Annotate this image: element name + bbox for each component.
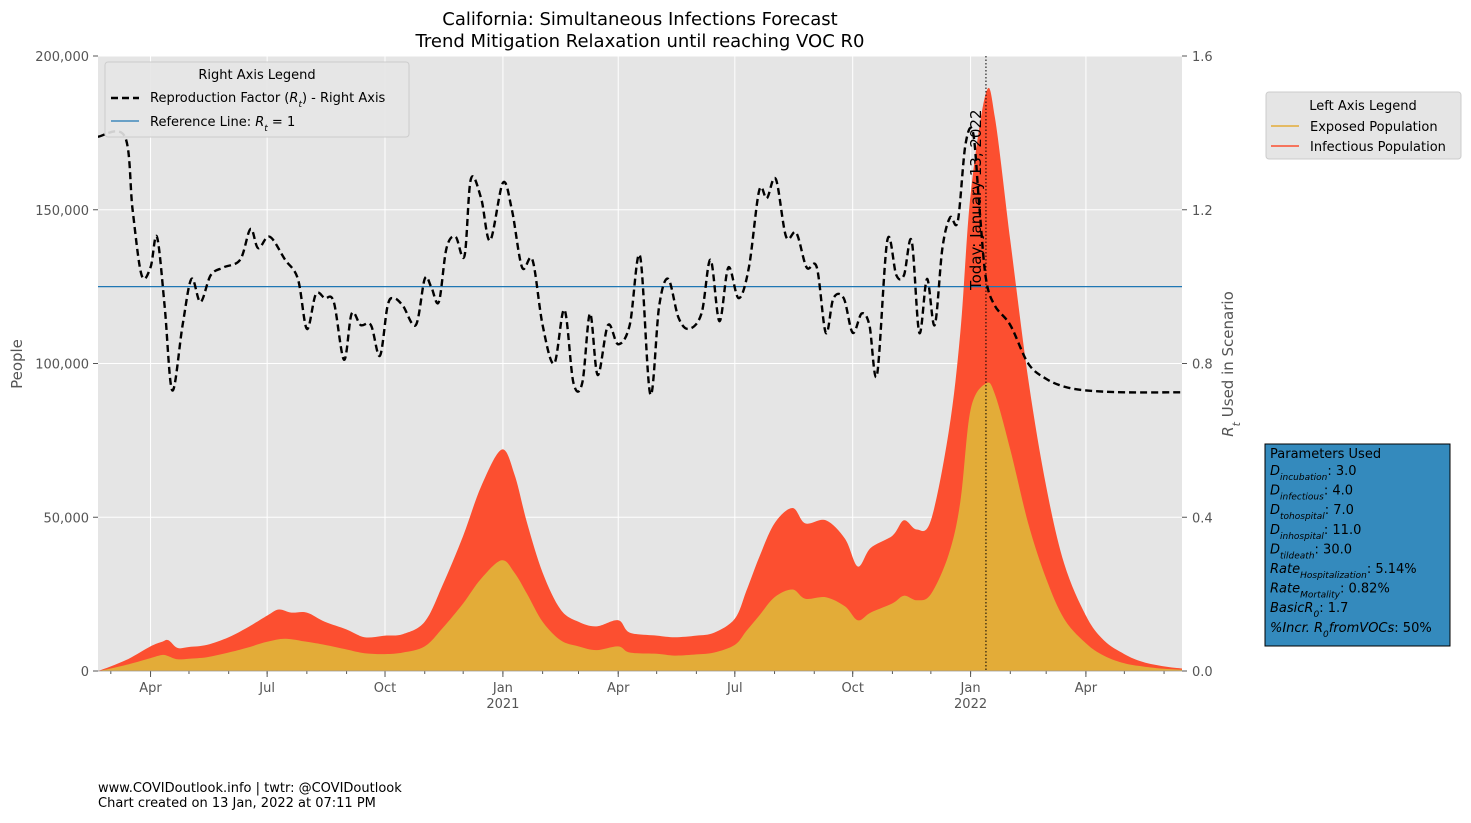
rt-lines: Today: January 13, 2022 [97, 56, 1183, 671]
rt-line [97, 126, 1183, 396]
parameter-item: Dinfectious: 4.0 [1270, 484, 1353, 503]
parameter-item: RateMortality: 0.82% [1270, 582, 1390, 601]
x-tick-label: Oct [841, 681, 863, 696]
x-tick-label: Apr [1075, 681, 1098, 696]
y-tick-label: 50,000 [44, 511, 90, 526]
y2-tick-label: 0.4 [1192, 511, 1213, 526]
x-tick-year: 2021 [486, 697, 519, 712]
parameter-item: %Incr. R0fromVOCs: 50% [1270, 621, 1432, 640]
x-tick-year: 2022 [954, 697, 987, 712]
legend-exposed-label: Exposed Population [1310, 120, 1438, 135]
left-axis-legend-title: Left Axis Legend [1309, 99, 1416, 114]
infectious-area [98, 87, 1182, 672]
y2-axis-label: Rt Used in Scenario [1219, 291, 1243, 437]
legends: Right Axis Legend Reproduction Factor (Rt… [104, 61, 1462, 160]
y-axis-label: People [8, 339, 26, 389]
y2-tick-label: 1.6 [1192, 50, 1213, 65]
y2-tick-label: 0.8 [1192, 358, 1213, 373]
x-tick-label: Jul [726, 681, 743, 696]
y2-tick-label: 1.2 [1192, 204, 1213, 219]
legend-infectious-label: Infectious Population [1310, 140, 1446, 155]
parameter-item: RateHospitalization: 5.14% [1270, 562, 1417, 581]
axes: 0 50,000 100,000 150,000 200,000 0.0 0.4 0.8 1.2… [35, 50, 1212, 712]
x-tick-label: Jul [258, 681, 275, 696]
legend-ref-label: Reference Line: Rt = 1 [150, 115, 295, 134]
right-axis-legend-title: Right Axis Legend [198, 68, 315, 83]
y-tick-label: 150,000 [35, 204, 89, 219]
parameter-item: Dtohospital: 7.0 [1270, 503, 1354, 522]
y2-axis-label-text: Rt Used in Scenario [1219, 291, 1243, 437]
parameters-title: Parameters Used [1270, 447, 1381, 462]
y-tick-label: 0 [81, 665, 89, 680]
parameters-box-bg [1264, 443, 1451, 647]
x-tick-label: Jan [492, 681, 513, 696]
footer: www.COVIDoutlook.info | twtr: @COVIDoutl… [98, 781, 402, 811]
y-tick-label: 200,000 [35, 50, 89, 65]
exposed-area [98, 382, 1182, 671]
legend-rt-label: Reproduction Factor (Rt) - Right Axis [150, 91, 386, 110]
today-label: Today: January 13, 2022 [967, 109, 985, 291]
y-tick-label: 100,000 [35, 358, 89, 373]
grid-lines [98, 55, 1182, 672]
footer-website: www.COVIDoutlook.info | twtr: @COVIDoutl… [98, 781, 402, 796]
x-tick-label: Oct [374, 681, 396, 696]
parameter-item: Dincubation: 3.0 [1270, 464, 1357, 483]
x-tick-label: Apr [607, 681, 630, 696]
x-tick-label: Apr [139, 681, 162, 696]
parameters-box: Parameters Used Dincubation: 3.0Dinfectio… [1264, 443, 1451, 647]
population-areas [98, 87, 1182, 672]
x-tick-label: Jan [960, 681, 981, 696]
footer-created: Chart created on 13 Jan, 2022 at 07:11 P… [98, 796, 376, 811]
y2-tick-label: 0.0 [1192, 665, 1213, 680]
parameter-item: BasicR0: 1.7 [1270, 601, 1348, 620]
parameter-item: Dinhospital: 11.0 [1270, 523, 1361, 542]
right-axis-legend-box [104, 61, 410, 138]
chart-title: California: Simultaneous Infections Fore… [442, 9, 838, 30]
chart-subtitle: Trend Mitigation Relaxation until reachi… [415, 31, 865, 52]
left-axis-legend-box [1265, 91, 1462, 160]
parameter-item: Dtildeath: 30.0 [1270, 542, 1352, 561]
